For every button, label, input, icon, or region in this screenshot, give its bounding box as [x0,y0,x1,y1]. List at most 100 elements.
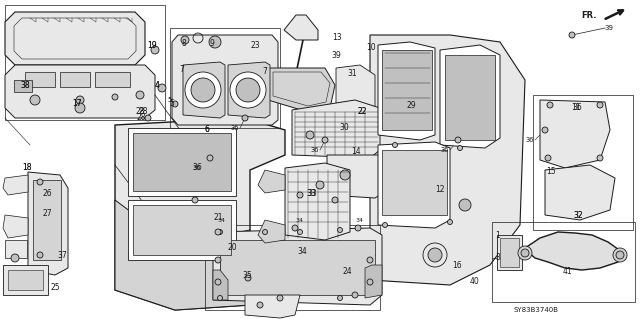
Bar [95,72,130,87]
Circle shape [112,94,118,100]
Text: 35: 35 [242,271,252,280]
Text: 39: 39 [331,50,341,60]
Polygon shape [540,100,610,168]
Bar [128,128,236,196]
Text: 18: 18 [22,164,32,173]
Bar [133,205,231,255]
Circle shape [542,127,548,133]
Circle shape [262,229,268,234]
Text: 13: 13 [332,33,342,41]
Polygon shape [3,175,28,195]
Text: 36: 36 [526,137,534,143]
Circle shape [145,115,151,121]
Text: 36: 36 [572,102,582,112]
Circle shape [569,32,575,38]
Text: 22: 22 [357,108,367,116]
Bar [5,5,165,120]
Text: 6: 6 [205,125,209,135]
Text: 29: 29 [406,100,416,109]
Bar [492,222,635,302]
Text: 1: 1 [495,232,500,241]
Bar [3,265,48,295]
Circle shape [355,225,361,231]
Text: 25: 25 [50,284,60,293]
Text: 22: 22 [357,108,367,116]
Circle shape [298,229,303,234]
Circle shape [192,197,198,203]
Bar [220,240,375,295]
Text: 7: 7 [180,65,184,75]
Text: 34: 34 [296,218,304,222]
Circle shape [352,292,358,298]
Polygon shape [378,142,450,228]
Circle shape [597,102,603,108]
Text: 28: 28 [136,114,146,122]
Text: 34: 34 [356,218,364,222]
Polygon shape [525,232,622,270]
Circle shape [277,295,283,301]
Text: 36: 36 [192,164,202,173]
Text: 36: 36 [193,165,201,171]
Circle shape [545,155,551,161]
Text: 26: 26 [42,189,52,197]
Circle shape [383,222,387,227]
Text: 3: 3 [495,254,500,263]
Circle shape [218,229,223,234]
Circle shape [207,155,213,161]
Circle shape [447,219,452,225]
Polygon shape [3,215,28,238]
Bar [205,225,380,310]
Circle shape [242,115,248,121]
Circle shape [459,199,471,211]
Text: 4: 4 [155,80,159,90]
Text: 28: 28 [138,108,148,116]
Polygon shape [258,170,285,193]
Text: 36: 36 [441,147,449,153]
Circle shape [76,96,84,104]
Text: 11: 11 [572,102,580,112]
Circle shape [428,248,442,262]
Text: 12: 12 [435,186,445,195]
Text: 38: 38 [20,80,30,90]
Bar [8,270,43,290]
Text: 9: 9 [209,39,214,48]
Polygon shape [5,12,145,65]
Circle shape [521,249,529,257]
Text: 19: 19 [147,41,157,49]
Text: 31: 31 [347,69,357,78]
Text: 6: 6 [205,125,209,135]
Circle shape [392,143,397,147]
Circle shape [597,155,603,161]
Circle shape [616,251,624,259]
Text: 32: 32 [573,211,583,219]
Text: 19: 19 [147,41,157,49]
Polygon shape [268,68,335,112]
Circle shape [423,243,447,267]
Polygon shape [28,172,68,275]
Text: FR.: FR. [582,11,597,20]
Polygon shape [183,62,225,118]
Text: 32: 32 [573,211,583,219]
Text: 15: 15 [546,167,556,176]
Bar [500,238,519,267]
Text: 24: 24 [342,268,352,277]
Polygon shape [327,155,380,198]
Bar [133,133,231,191]
Text: 40: 40 [470,278,480,286]
Polygon shape [213,228,382,305]
Circle shape [181,36,189,44]
Polygon shape [365,265,382,298]
Text: 30: 30 [339,123,349,132]
Polygon shape [284,15,318,40]
Text: 17: 17 [72,100,82,108]
Circle shape [191,78,215,102]
Text: 28: 28 [135,108,145,116]
Circle shape [30,95,40,105]
Polygon shape [440,45,500,148]
Text: 37: 37 [57,250,67,259]
Circle shape [306,131,314,139]
Text: 41: 41 [562,268,572,277]
Text: 5: 5 [170,100,175,108]
Circle shape [316,181,324,189]
Circle shape [215,229,221,235]
